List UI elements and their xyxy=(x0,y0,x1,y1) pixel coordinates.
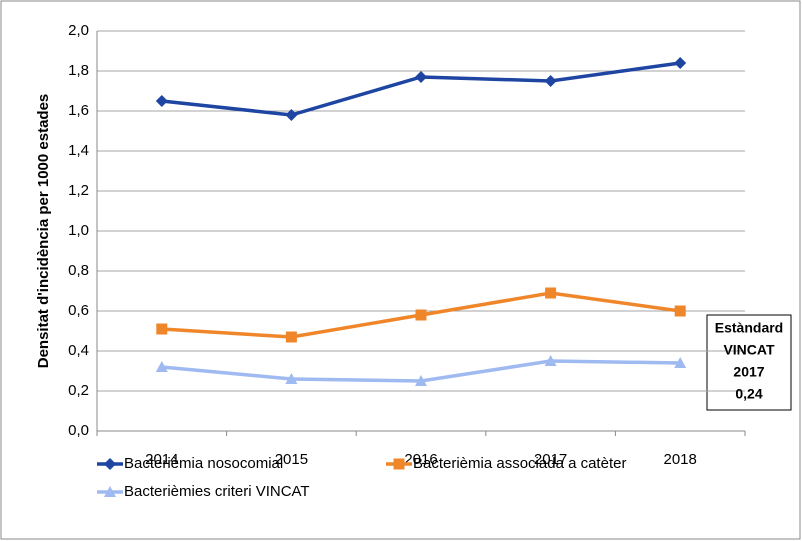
marker xyxy=(544,355,557,366)
y-tick-label: 0,2 xyxy=(68,382,89,399)
y-tick-label: 0,8 xyxy=(68,262,89,279)
y-tick-label: 1,4 xyxy=(68,142,89,159)
y-tick-label: 0,4 xyxy=(68,342,89,359)
y-tick-label: 1,2 xyxy=(68,182,89,199)
marker xyxy=(155,95,168,107)
marker xyxy=(674,357,687,368)
x-tick-label: 2014 xyxy=(145,451,178,468)
marker xyxy=(285,331,297,343)
y-tick-label: 1,8 xyxy=(68,62,89,79)
y-tick-label: 1,0 xyxy=(68,222,89,239)
annotation-text: VINCAT xyxy=(723,342,775,358)
marker xyxy=(415,71,427,83)
marker xyxy=(674,305,686,317)
marker xyxy=(674,57,687,69)
x-tick-label: 2016 xyxy=(404,451,437,468)
legend-label: Bacterièmies criteri VINCAT xyxy=(124,483,310,500)
marker xyxy=(545,287,557,299)
y-tick-label: 2,0 xyxy=(68,22,89,39)
y-tick-label: 0,0 xyxy=(68,422,89,439)
legend-label: Bacterièmia nosocomial xyxy=(124,455,283,472)
annotation-text: 0,24 xyxy=(735,386,762,402)
marker xyxy=(156,323,168,335)
marker xyxy=(104,458,116,470)
legend-label: Bacterièmia associada a catèter xyxy=(413,455,626,472)
annotation-text: 2017 xyxy=(733,364,764,380)
marker xyxy=(285,109,298,121)
y-axis-label: Densitat d'incidència per 1000 estades xyxy=(35,94,52,369)
annotation-box xyxy=(706,314,792,411)
marker xyxy=(104,486,116,497)
marker xyxy=(393,458,405,470)
marker xyxy=(415,375,427,386)
x-tick-label: 2018 xyxy=(664,451,697,468)
annotation-text: Estàndard xyxy=(715,320,783,336)
x-tick-label: 2015 xyxy=(275,451,308,468)
y-tick-label: 0,6 xyxy=(68,302,89,319)
marker xyxy=(155,361,168,372)
x-tick-label: 2017 xyxy=(534,451,567,468)
marker xyxy=(544,75,557,87)
marker xyxy=(415,309,427,321)
y-tick-label: 1,6 xyxy=(68,102,89,119)
marker xyxy=(285,373,298,384)
